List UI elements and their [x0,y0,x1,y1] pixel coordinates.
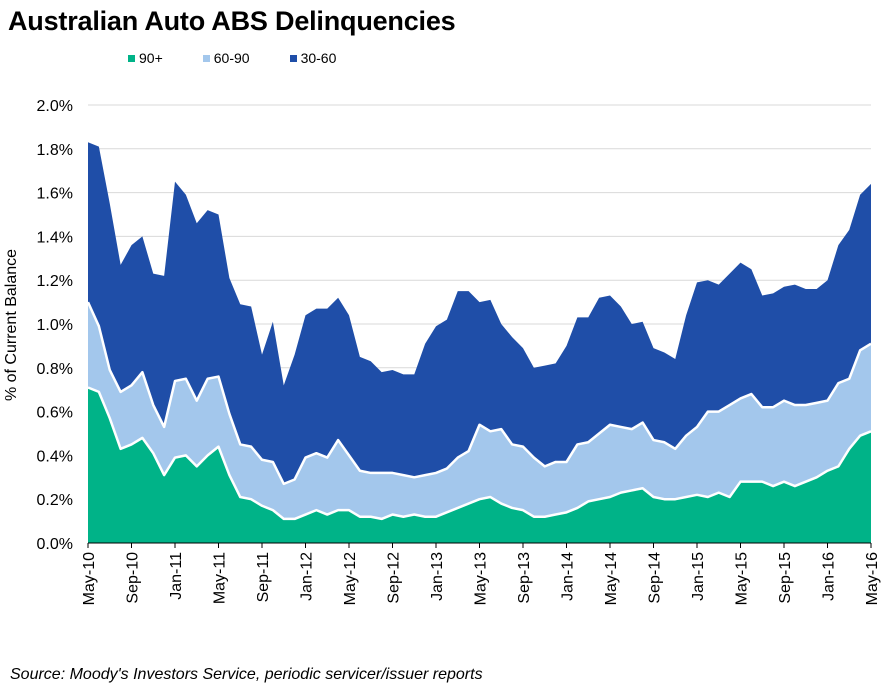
x-tick-label: May-13 [473,552,490,605]
x-tick-label: Jan-12 [299,552,316,601]
legend-label-90plus: 90+ [139,50,163,66]
x-tick-label: Sep-15 [777,552,794,604]
source-note: Source: Moody's Investors Service, perio… [10,666,483,683]
legend-item-60-90: 60-90 [202,50,250,66]
area-series-30-60 [88,142,871,484]
legend: 90+ 60-90 30-60 [128,50,376,66]
series-boundary-60-90 [86,301,872,486]
y-tick-label: 1.6% [37,186,73,203]
x-tick-label: Sep-14 [647,552,664,604]
y-tick-label: 1.8% [37,142,73,159]
area-series-60-90 [88,302,871,519]
x-tick-label: Sep-12 [386,552,403,604]
legend-label-60-90: 60-90 [213,50,250,66]
legend-label-30-60: 30-60 [300,50,337,66]
axes [87,542,872,548]
x-tick-label: May-14 [603,552,620,605]
y-tick-label: 0.6% [37,405,73,422]
x-tick-label: Jan-13 [429,552,446,601]
x-tick-label: Sep-10 [125,552,142,604]
legend-item-30-60: 30-60 [289,50,337,66]
x-tick-label: May-16 [864,552,881,605]
legend-swatch-60-90 [202,54,210,62]
x-tick-label: May-10 [81,552,98,605]
y-tick-label: 0.8% [37,361,73,378]
x-tick-labels: May-10 Sep-10 Jan-11 May-11 Sep-11 Jan-12 May-… [81,552,881,605]
x-tick-label: May-11 [212,552,229,604]
legend-item-90plus: 90+ [128,50,163,66]
y-tick-label: 0.4% [37,448,73,465]
legend-swatch-90plus [128,54,135,62]
chart-title: Australian Auto ABS Delinquencies [8,6,456,36]
y-axis-label: % of Current Balance [3,249,20,401]
x-tick-label: Jan-14 [560,552,577,601]
y-tick-label: 0.0% [37,536,73,553]
series-boundary-90+ [87,386,872,521]
y-tick-label: 1.2% [37,273,73,290]
x-tick-label: Jan-11 [168,552,185,600]
x-tick-label: Jan-15 [690,552,707,601]
x-tick-label: Sep-11 [255,552,272,603]
y-tick-labels: 0.0% 0.2% 0.4% 0.6% 0.8% 1.0% 1.2% 1.4% 1.6% 1.8%… [37,98,73,553]
x-tick-label: Jan-16 [821,552,838,601]
y-tick-label: 1.4% [37,229,73,246]
area-series-90+ [88,387,871,543]
x-tick-label: May-15 [734,552,751,605]
x-tick-label: May-12 [342,552,359,605]
stacked-areas [86,142,872,543]
y-tick-label: 1.0% [37,317,73,334]
legend-swatch-30-60 [289,54,297,62]
y-tick-label: 2.0% [37,98,73,115]
y-tick-label: 0.2% [37,492,73,509]
x-tick-label: Sep-13 [516,552,533,604]
